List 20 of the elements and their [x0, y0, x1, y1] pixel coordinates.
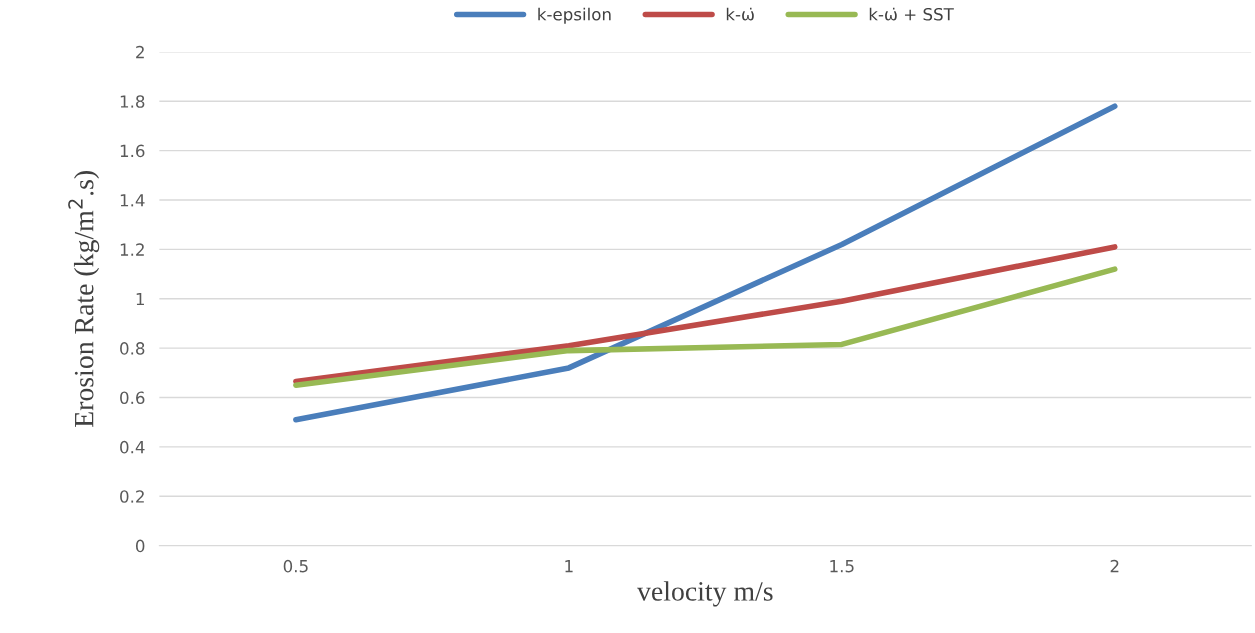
x-axis-title: velocity m/s: [637, 581, 773, 607]
y-tick-label: 1.8: [120, 95, 145, 108]
y-tick-label: 1.6: [120, 144, 145, 158]
x-tick-label: 2: [1110, 559, 1119, 573]
y-tick-label: 0.2: [120, 490, 144, 503]
y-tick-label: 0.4: [120, 440, 145, 454]
y-tick-label: 0.6: [120, 391, 145, 405]
y-axis-title: Erosion Rate (kg/m$^{2}$.s): [68, 171, 100, 428]
y-tick-label: 1.2: [120, 243, 144, 256]
x-tick-label: 1: [565, 560, 573, 573]
x-tick-label: 0.5: [283, 559, 308, 573]
legend-label: k-epsilon: [538, 7, 611, 24]
legend-label: k-ω̇ + SST: [869, 7, 954, 21]
y-tick-label: 2: [136, 45, 144, 59]
y-tick-label: 1: [136, 292, 144, 306]
y-tick-label: 0: [135, 539, 145, 553]
x-tick-label: 1.5: [830, 560, 854, 573]
legend-label: k-ω̇: [726, 7, 754, 21]
y-tick-label: 0.8: [120, 342, 145, 355]
y-tick-label: 1.4: [120, 194, 145, 207]
